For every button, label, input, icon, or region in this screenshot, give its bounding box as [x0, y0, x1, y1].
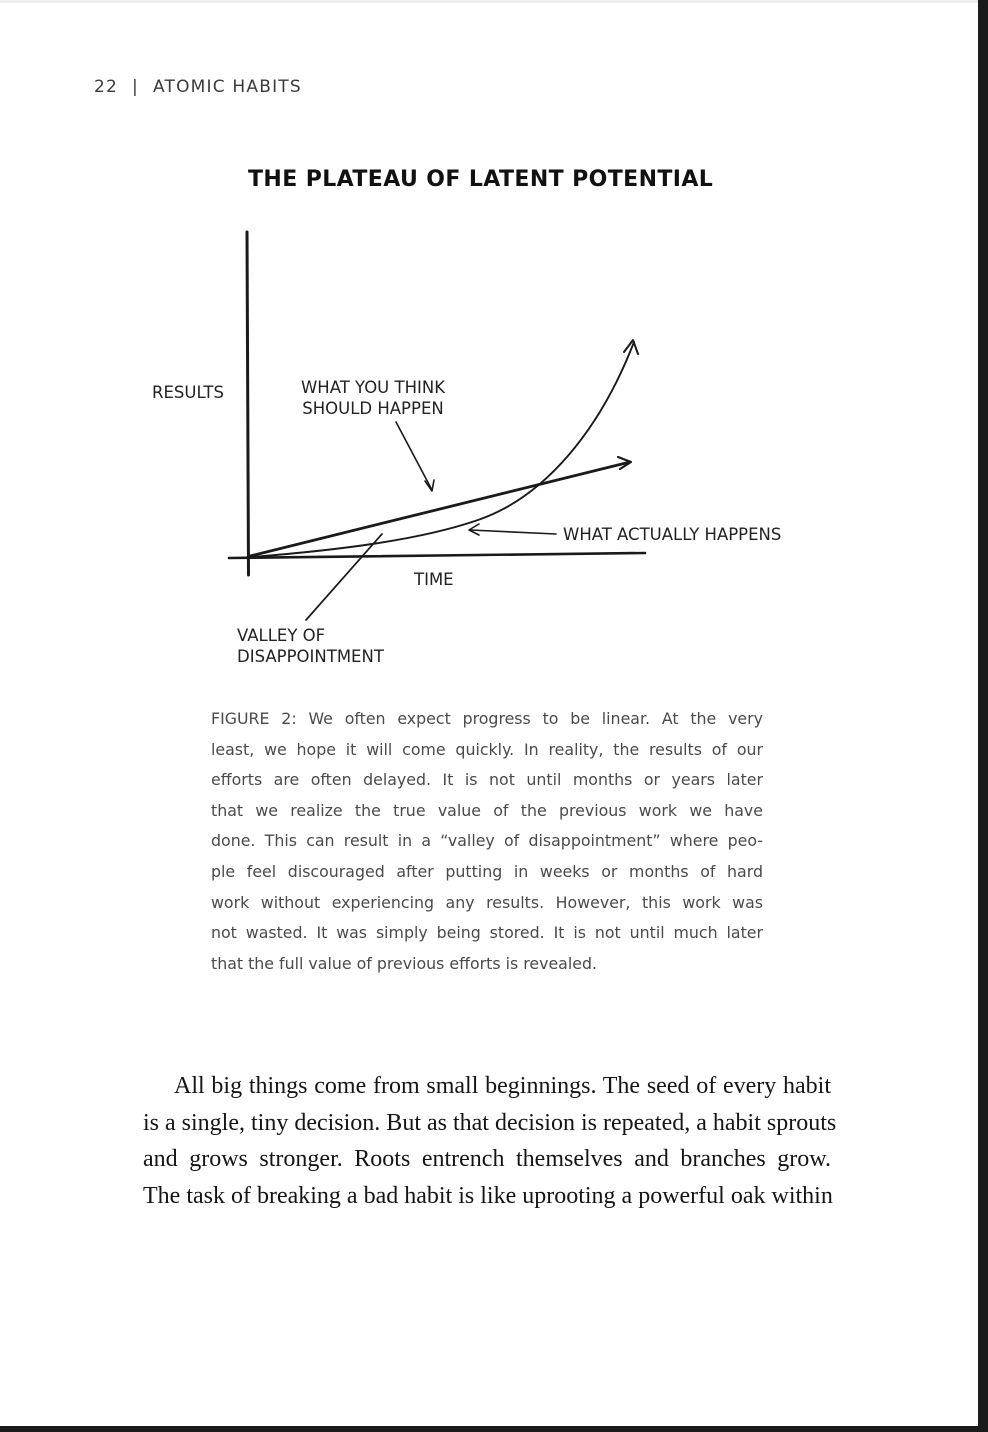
x-axis-label: TIME: [414, 570, 454, 589]
valley-label: VALLEY OF DISAPPOINTMENT: [237, 625, 384, 667]
body-line: The task of breaking a bad habit is like…: [143, 1182, 833, 1209]
valley-label-line2: DISAPPOINTMENT: [237, 647, 384, 666]
actual-pointer: [469, 529, 557, 535]
caption-line: work without experiencing any results. H…: [211, 892, 763, 912]
expectation-label-line1: WHAT YOU THINK: [300, 378, 446, 397]
expectation-label: WHAT YOU THINK SHOULD HAPPEN: [284, 377, 462, 419]
caption-line: that we realize the true value of the pr…: [211, 800, 763, 820]
header-separator: |: [132, 77, 139, 97]
figure-title: THE PLATEAU OF LATENT POTENTIAL: [248, 167, 714, 192]
caption-line: done. This can result in a “valley of di…: [211, 831, 763, 851]
page-top-shade: [0, 0, 978, 3]
expectation-label-line2: SHOULD HAPPEN: [302, 399, 444, 418]
actual-pointer-head: [468, 523, 480, 536]
y-axis: [245, 230, 250, 577]
expectation-pointer: [395, 421, 433, 491]
body-line: All big things come from small beginning…: [174, 1073, 831, 1099]
page-frame-right: [978, 0, 988, 1432]
expected-line: [248, 460, 632, 558]
running-head: 22 | ATOMIC HABITS: [94, 77, 302, 97]
caption-line: not wasted. It was simply being stored. …: [211, 923, 763, 943]
caption-line: that the full value of previous efforts …: [211, 953, 598, 973]
caption-line: FIGURE 2: We often expect progress to be…: [211, 709, 763, 728]
expected-line-arrowhead: [616, 455, 633, 471]
actual-label: WHAT ACTUALLY HAPPENS: [563, 525, 782, 544]
page-frame-bottom: [0, 1426, 988, 1432]
expectation-pointer-head: [424, 479, 435, 492]
caption-line: ple feel discouraged after putting in we…: [211, 861, 763, 881]
valley-pointer: [305, 533, 383, 621]
x-axis: [227, 551, 647, 560]
caption-line: least, we hope it will come quickly. In …: [211, 739, 763, 759]
actual-curve: [251, 341, 635, 558]
caption-line: efforts are often delayed. It is not unt…: [211, 770, 763, 790]
figure-caption: FIGURE 2: We often expect progress to be…: [211, 704, 763, 979]
plateau-diagram: [227, 230, 647, 621]
actual-curve-arrowhead: [623, 339, 639, 355]
book-title: ATOMIC HABITS: [152, 77, 302, 97]
valley-label-line1: VALLEY OF: [237, 626, 326, 645]
body-line: and grows stronger. Roots entrench thems…: [143, 1146, 831, 1172]
page-number: 22: [94, 77, 119, 97]
body-paragraph: All big things come from small beginning…: [143, 1068, 837, 1214]
body-line: is a single, tiny decision. But as that …: [143, 1109, 837, 1136]
y-axis-label: RESULTS: [152, 383, 224, 402]
